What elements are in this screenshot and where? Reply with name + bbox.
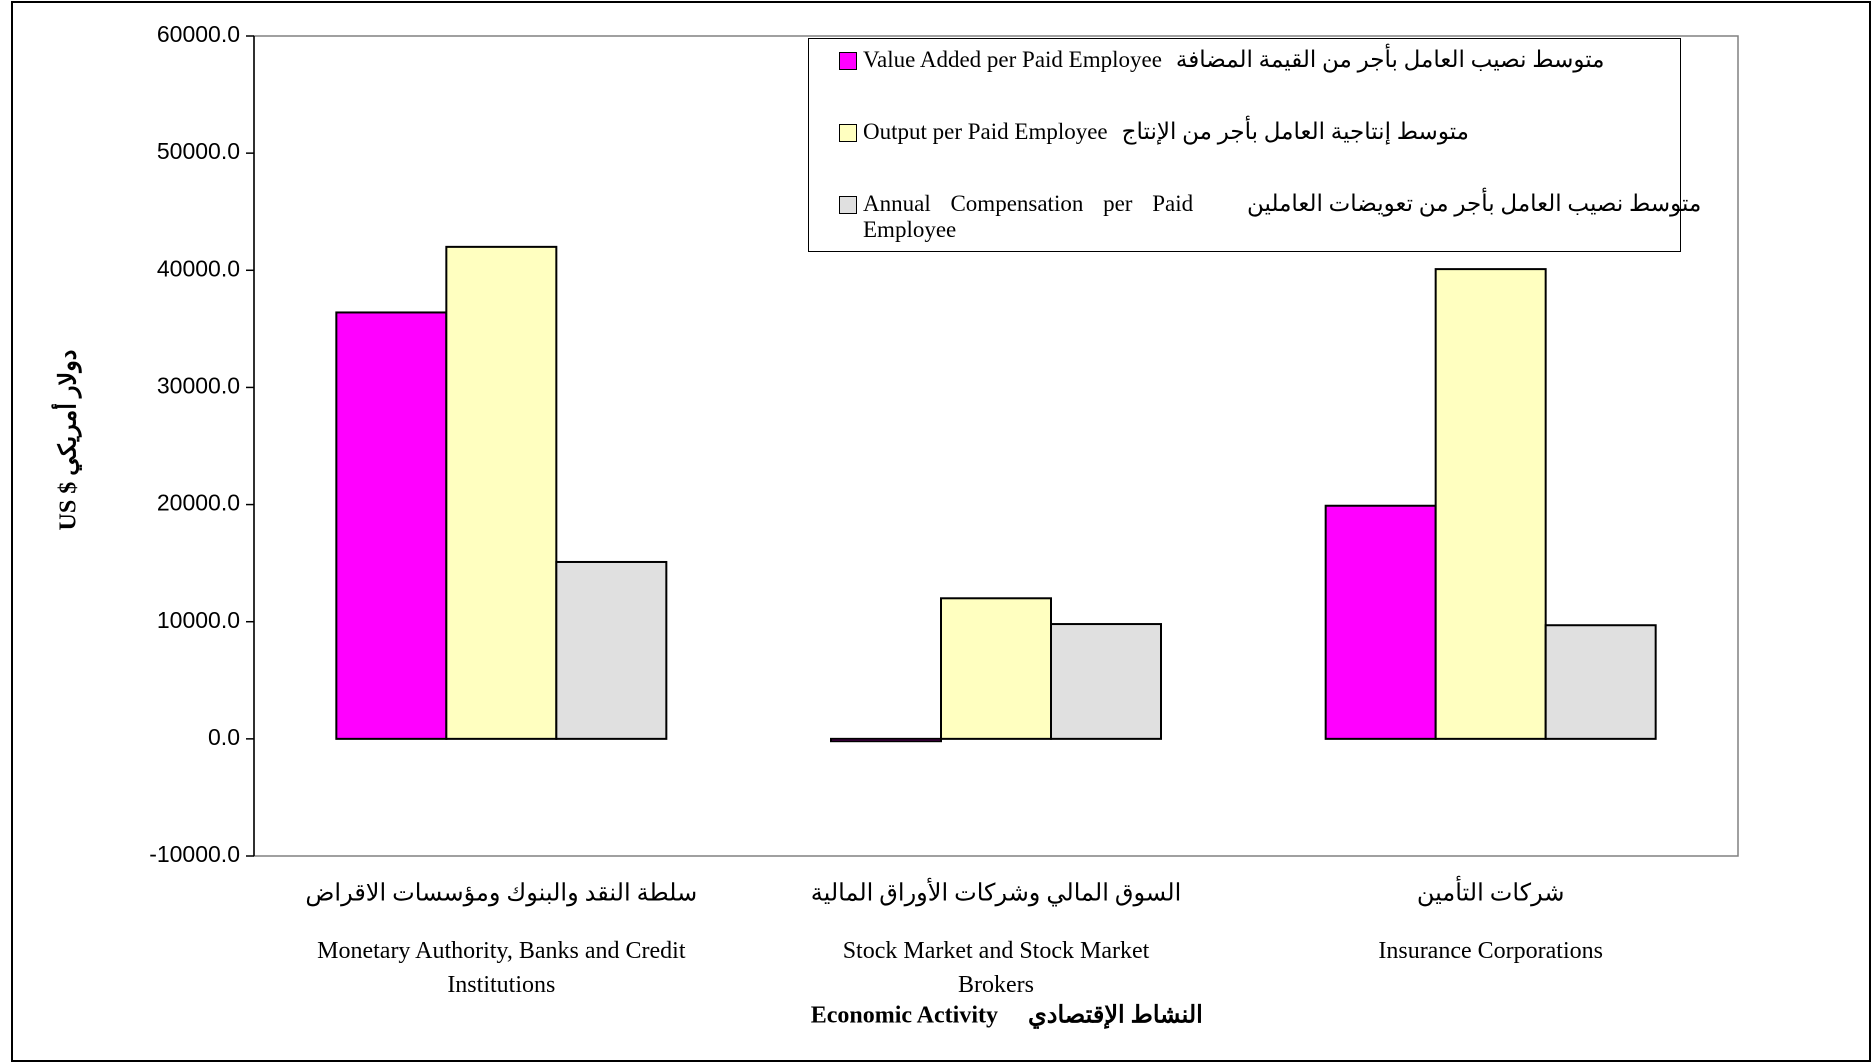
frame	[11, 1, 1871, 1062]
legend: Value Added per Paid Employee متوسط نصيب …	[808, 38, 1701, 252]
legend-item: Annual Compensation per Paid Employee متو…	[839, 191, 1701, 263]
legend-label-ar: متوسط نصيب العامل بأجر من تعويضات العامل…	[1247, 191, 1702, 216]
legend-swatch	[839, 52, 857, 70]
legend-swatch	[839, 196, 857, 214]
x-tick-label: Stock Market and Stock Market Brokers	[843, 938, 1150, 998]
legend-label: Annual Compensation per Paid Employee	[863, 191, 1194, 242]
legend-item: Output per Paid Employee متوسط إنتاجية ال…	[839, 119, 1654, 191]
bar	[830, 737, 942, 743]
x-tick-label-ar: شركات التأمين	[1417, 876, 1565, 907]
bar	[940, 597, 1052, 740]
y-tick-label: 60000.0	[157, 21, 240, 47]
bar	[1324, 504, 1437, 740]
x-axis-label: Economic Activity	[811, 1003, 998, 1029]
y-axis-label: US $ دولار أمريكي	[50, 350, 83, 531]
bar	[555, 560, 668, 740]
x-tick-label: Insurance Corporations	[1378, 938, 1603, 964]
y-tick-label: 0.0	[208, 724, 240, 750]
x-tick-label-ar: السوق المالي وشركات الأوراق المالية	[811, 877, 1182, 907]
y-tick-label: -10000.0	[149, 841, 240, 867]
bar	[445, 245, 558, 740]
x-tick-label-ar: سلطة النقد والبنوك ومؤسسات الاقراض	[305, 881, 697, 907]
legend-swatch	[839, 124, 857, 142]
y-tick-label: 10000.0	[157, 607, 240, 633]
legend-label-ar: متوسط إنتاجية العامل بأجر من الإنتاج	[1121, 119, 1469, 144]
bar	[335, 311, 448, 740]
legend-item: Value Added per Paid Employee متوسط نصيب …	[839, 47, 1654, 119]
bar	[1050, 623, 1162, 740]
y-tick-label: 20000.0	[157, 490, 240, 516]
bar	[1434, 268, 1547, 740]
y-tick-label: 40000.0	[157, 255, 240, 281]
y-tick-label: 50000.0	[157, 138, 240, 164]
legend-label: Value Added per Paid Employee	[863, 47, 1162, 72]
x-tick-label: Monetary Authority, Banks and Credit Inst…	[317, 938, 686, 998]
legend-label: Output per Paid Employee	[863, 119, 1108, 144]
bar	[1544, 624, 1657, 740]
y-tick-label: 30000.0	[157, 373, 240, 399]
legend-label-ar: متوسط نصيب العامل بأجر من القيمة المضافة	[1175, 47, 1605, 72]
x-axis-label-ar: النشاط الإقتصادي	[1028, 1003, 1203, 1030]
